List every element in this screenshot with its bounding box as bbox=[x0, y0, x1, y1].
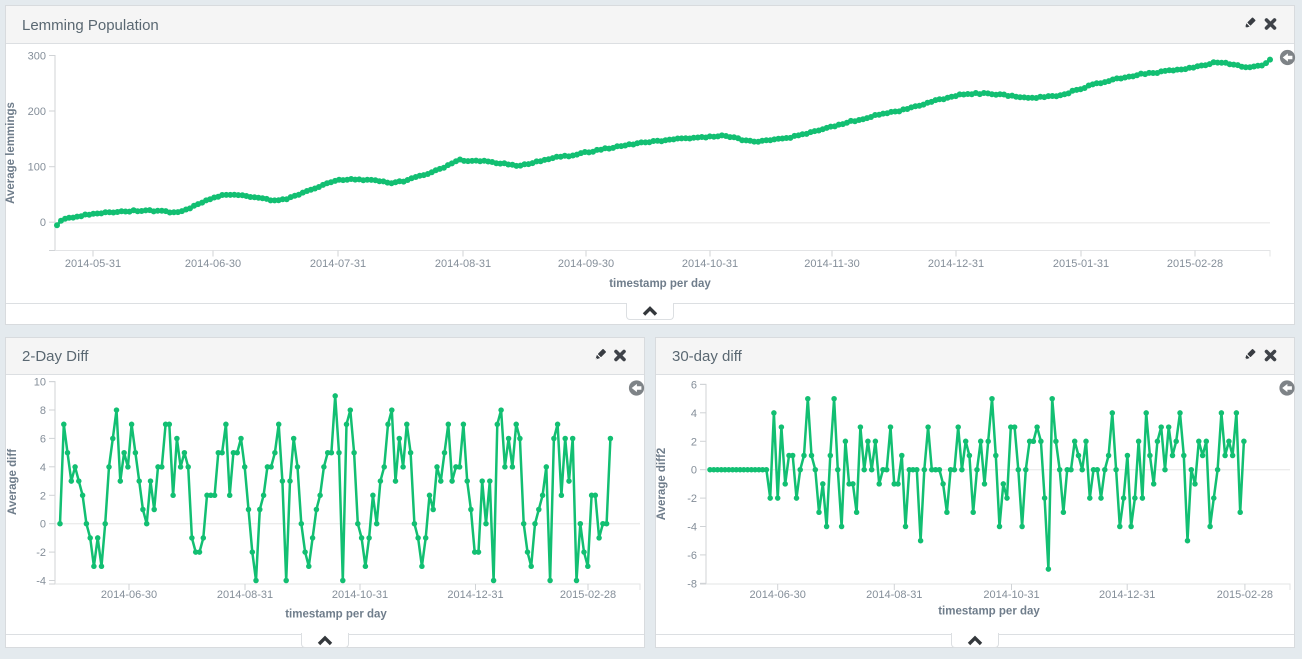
svg-text:4: 4 bbox=[691, 408, 697, 420]
svg-text:2015-02-28: 2015-02-28 bbox=[1217, 589, 1273, 601]
svg-text:0: 0 bbox=[40, 519, 46, 531]
svg-text:Average lemmings: Average lemmings bbox=[5, 102, 17, 204]
svg-text:2014-12-31: 2014-12-31 bbox=[447, 589, 503, 601]
svg-text:2014-10-31: 2014-10-31 bbox=[983, 589, 1039, 601]
svg-text:-6: -6 bbox=[687, 550, 697, 562]
svg-text:2015-02-28: 2015-02-28 bbox=[560, 589, 616, 601]
svg-text:Average diff: Average diff bbox=[7, 449, 19, 515]
svg-text:2014-12-31: 2014-12-31 bbox=[1099, 589, 1155, 601]
svg-text:2015-01-31: 2015-01-31 bbox=[1053, 258, 1109, 270]
svg-text:2014-08-31: 2014-08-31 bbox=[217, 589, 273, 601]
svg-text:2014-06-30: 2014-06-30 bbox=[750, 589, 806, 601]
svg-text:100: 100 bbox=[28, 162, 46, 174]
svg-text:2014-08-31: 2014-08-31 bbox=[435, 258, 491, 270]
svg-text:10: 10 bbox=[34, 377, 46, 389]
svg-text:6: 6 bbox=[691, 379, 697, 391]
svg-text:2014-10-31: 2014-10-31 bbox=[682, 258, 738, 270]
svg-text:200: 200 bbox=[28, 106, 46, 118]
svg-text:2: 2 bbox=[40, 490, 46, 502]
svg-text:2: 2 bbox=[691, 436, 697, 448]
svg-text:2014-10-31: 2014-10-31 bbox=[332, 589, 388, 601]
svg-text:2014-09-30: 2014-09-30 bbox=[558, 258, 614, 270]
svg-text:2014-05-31: 2014-05-31 bbox=[65, 258, 121, 270]
svg-text:timestamp per day: timestamp per day bbox=[938, 606, 1040, 618]
svg-text:2014-07-31: 2014-07-31 bbox=[310, 258, 366, 270]
svg-text:Average diff2: Average diff2 bbox=[656, 448, 668, 520]
svg-text:0: 0 bbox=[40, 217, 46, 229]
svg-text:6: 6 bbox=[40, 433, 46, 445]
svg-text:2014-12-31: 2014-12-31 bbox=[928, 258, 984, 270]
svg-text:4: 4 bbox=[40, 462, 46, 474]
svg-text:2014-08-31: 2014-08-31 bbox=[866, 589, 922, 601]
svg-text:-4: -4 bbox=[687, 522, 697, 534]
svg-text:2014-11-30: 2014-11-30 bbox=[804, 258, 859, 270]
svg-text:-2: -2 bbox=[36, 547, 46, 559]
svg-text:2015-02-28: 2015-02-28 bbox=[1167, 258, 1223, 270]
svg-text:timestamp per day: timestamp per day bbox=[609, 278, 711, 290]
svg-text:0: 0 bbox=[691, 465, 697, 477]
svg-text:-2: -2 bbox=[687, 493, 697, 505]
svg-text:timestamp per day: timestamp per day bbox=[285, 609, 387, 621]
svg-text:2014-06-30: 2014-06-30 bbox=[185, 258, 241, 270]
svg-text:2014-06-30: 2014-06-30 bbox=[101, 589, 157, 601]
svg-text:-4: -4 bbox=[36, 576, 46, 588]
svg-text:8: 8 bbox=[40, 405, 46, 417]
svg-text:-8: -8 bbox=[687, 578, 697, 590]
svg-text:300: 300 bbox=[28, 51, 46, 63]
